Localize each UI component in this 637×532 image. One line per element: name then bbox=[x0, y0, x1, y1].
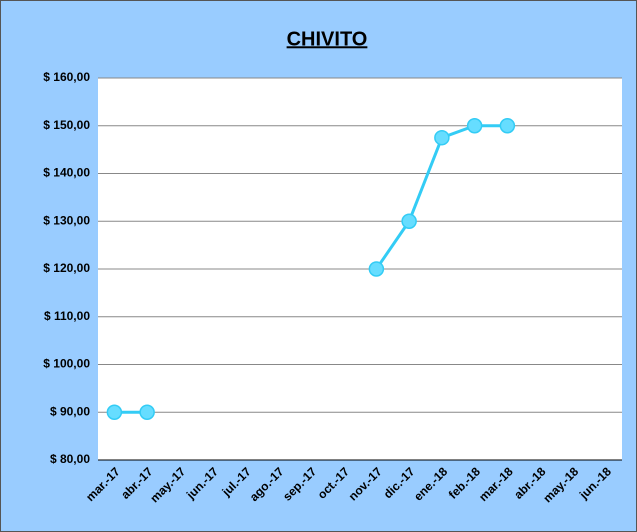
chart-title: CHIVITO bbox=[287, 28, 368, 50]
y-tick-label: $ 110,00 bbox=[44, 309, 90, 323]
y-tick-label: $ 150,00 bbox=[43, 118, 90, 132]
y-tick-label: $ 130,00 bbox=[43, 213, 90, 227]
data-point bbox=[139, 404, 155, 420]
y-tick-label: $ 90,00 bbox=[50, 404, 90, 418]
y-tick-label: $ 80,00 bbox=[50, 452, 90, 466]
data-point bbox=[106, 404, 123, 420]
y-tick-label: $ 100,00 bbox=[43, 357, 90, 371]
data-point bbox=[368, 261, 385, 277]
data-point bbox=[499, 118, 516, 134]
data-point bbox=[434, 129, 450, 146]
y-tick-label: $ 120,00 bbox=[43, 261, 90, 275]
y-tick-label: $ 140,00 bbox=[43, 166, 90, 180]
data-point bbox=[466, 118, 483, 134]
y-tick-label: $ 160,00 bbox=[43, 70, 90, 84]
data-point bbox=[401, 213, 417, 229]
